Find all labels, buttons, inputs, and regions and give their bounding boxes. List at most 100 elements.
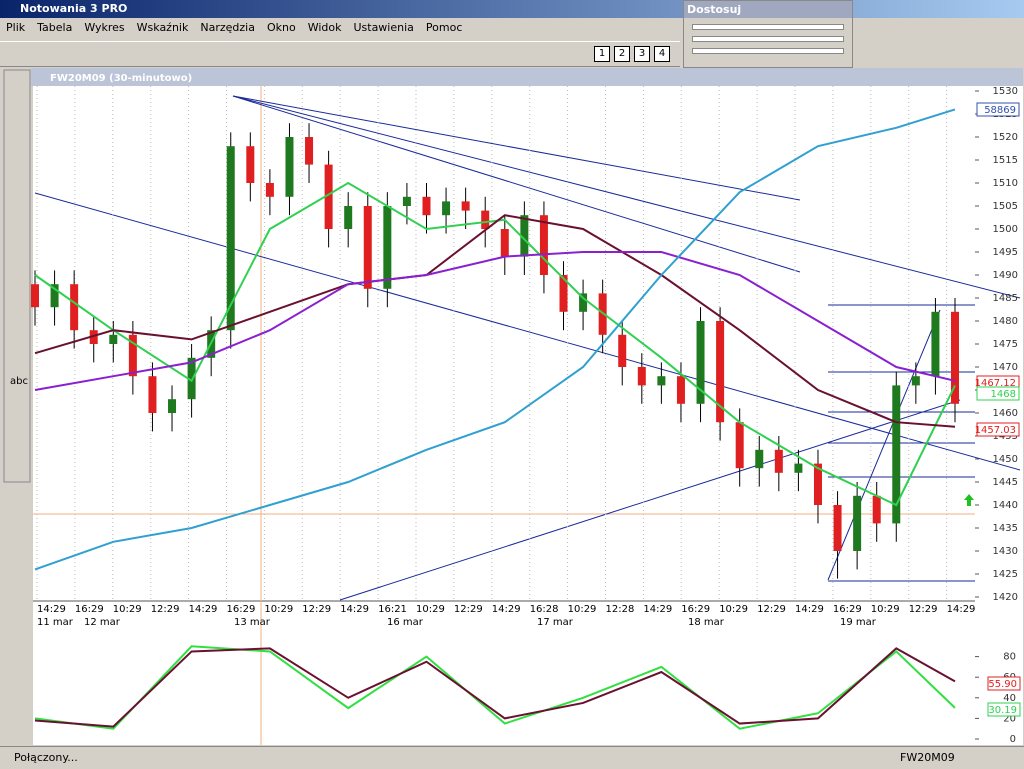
candle-body xyxy=(383,206,392,289)
slider[interactable] xyxy=(692,24,844,30)
y-tick-label: 1520 xyxy=(993,132,1018,143)
price-tag xyxy=(976,102,1020,117)
candle-body xyxy=(735,422,744,469)
trend-lines xyxy=(34,95,1021,601)
candle-body xyxy=(89,330,98,344)
oscillator-line xyxy=(34,647,956,728)
candle-body xyxy=(324,164,333,229)
menu-item[interactable]: Wykres xyxy=(84,21,125,34)
x-tick-label: 12:28 xyxy=(606,604,635,615)
slider[interactable] xyxy=(692,48,844,54)
y-tick-label: 1485 xyxy=(993,293,1018,304)
slider[interactable] xyxy=(692,36,844,42)
candle-body xyxy=(187,357,196,400)
y-tick-label: 1425 xyxy=(993,569,1018,580)
candle-body xyxy=(305,137,314,165)
date-label: 13 mar xyxy=(234,617,271,628)
x-tick-label: 14:29 xyxy=(947,604,976,615)
indicator-line xyxy=(34,214,956,428)
menu-item[interactable]: Okno xyxy=(266,21,296,34)
candle-body xyxy=(774,449,783,473)
y-tick-label: 1495 xyxy=(993,247,1018,258)
y-tick-label: 1440 xyxy=(993,500,1018,511)
toolbar-button[interactable]: 1 xyxy=(594,46,610,62)
price-tag-text: 1467.12 xyxy=(975,378,1016,389)
date-label: 18 mar xyxy=(688,617,725,628)
osc-tick-label: 0 xyxy=(1010,734,1016,745)
candle-body xyxy=(931,311,940,377)
candle-body xyxy=(363,206,372,289)
candle-body xyxy=(285,137,294,197)
candle-body xyxy=(794,463,803,473)
osc-tag-text: 30.19 xyxy=(988,705,1017,716)
candle-body xyxy=(892,385,901,524)
candle-body xyxy=(265,183,274,197)
osc-tick-label: 80 xyxy=(1003,652,1016,663)
menu-item[interactable]: Widok xyxy=(307,21,342,34)
indicator-line xyxy=(34,181,956,507)
y-tick-label: 1420 xyxy=(993,592,1018,603)
candle-body xyxy=(50,284,59,308)
candle-body xyxy=(579,293,588,312)
menu-item[interactable]: Plik xyxy=(6,21,26,34)
candle-body xyxy=(696,321,705,404)
menu-item[interactable]: Ustawienia xyxy=(353,21,414,34)
x-tick-label: 14:29 xyxy=(189,604,218,615)
adjust-panel: Dostosuj xyxy=(683,0,853,68)
candle-body xyxy=(755,449,764,469)
candle-body xyxy=(481,210,490,229)
date-label: 11 mar xyxy=(37,617,74,628)
date-label: 12 mar xyxy=(84,617,121,628)
panel-title: Dostosuj xyxy=(684,1,852,18)
candle-body xyxy=(442,201,451,216)
date-label: 17 mar xyxy=(537,617,574,628)
date-label: 19 mar xyxy=(840,617,877,628)
status-text: Połączony... xyxy=(14,751,78,764)
y-tick-label: 1510 xyxy=(993,178,1018,189)
y-tick-label: 1505 xyxy=(993,201,1018,212)
osc-tag-text: 55.90 xyxy=(988,679,1017,690)
toolbar-button[interactable]: 4 xyxy=(654,46,670,62)
x-tick-label: 10:29 xyxy=(264,604,293,615)
x-tick-label: 16:29 xyxy=(681,604,710,615)
chart-title-bar xyxy=(31,68,1023,86)
palette-text: abc xyxy=(10,376,28,387)
menu-item[interactable]: Pomoc xyxy=(425,21,463,34)
x-tick-label: 16:28 xyxy=(530,604,559,615)
x-tick-label: 10:29 xyxy=(113,604,142,615)
osc-tag xyxy=(987,676,1021,691)
candle-body xyxy=(226,146,235,331)
osc-tick-label: 40 xyxy=(1003,693,1016,704)
candle-body xyxy=(422,196,431,216)
menu-item[interactable]: Narzędzia xyxy=(200,21,255,34)
y-tick-label: 1450 xyxy=(993,454,1018,465)
y-tick-label: 1435 xyxy=(993,523,1018,534)
menu-item[interactable]: Wskaźnik xyxy=(136,21,189,34)
candle-body xyxy=(402,196,411,206)
toolbar xyxy=(0,41,680,67)
candle-body xyxy=(637,367,646,386)
menu-item[interactable]: Tabela xyxy=(37,21,73,34)
candle-body xyxy=(951,311,959,404)
y-tick-label: 1500 xyxy=(993,224,1018,235)
chart-title: FW20M09 (30-minutowo) xyxy=(50,73,192,84)
candle-body xyxy=(618,334,627,367)
signal-arrow xyxy=(964,494,974,506)
y-tick-label: 1490 xyxy=(993,270,1018,281)
x-tick-label: 16:21 xyxy=(378,604,407,615)
status-symbol: FW20M09 xyxy=(900,751,955,764)
candle-body xyxy=(31,284,39,308)
y-tick-label: 1445 xyxy=(993,477,1018,488)
x-tick-label: 14:29 xyxy=(340,604,369,615)
y-tick-label: 1430 xyxy=(993,546,1018,557)
x-tick-label: 10:29 xyxy=(568,604,597,615)
y-tick-label: 1530 xyxy=(993,86,1018,97)
indicator-line xyxy=(34,251,956,391)
x-tick-label: 10:29 xyxy=(416,604,445,615)
toolbar-button[interactable]: 2 xyxy=(614,46,630,62)
x-tick-label: 12:29 xyxy=(151,604,180,615)
x-tick-label: 14:29 xyxy=(492,604,521,615)
price-tag xyxy=(976,422,1020,437)
toolbar-button[interactable]: 3 xyxy=(634,46,650,62)
